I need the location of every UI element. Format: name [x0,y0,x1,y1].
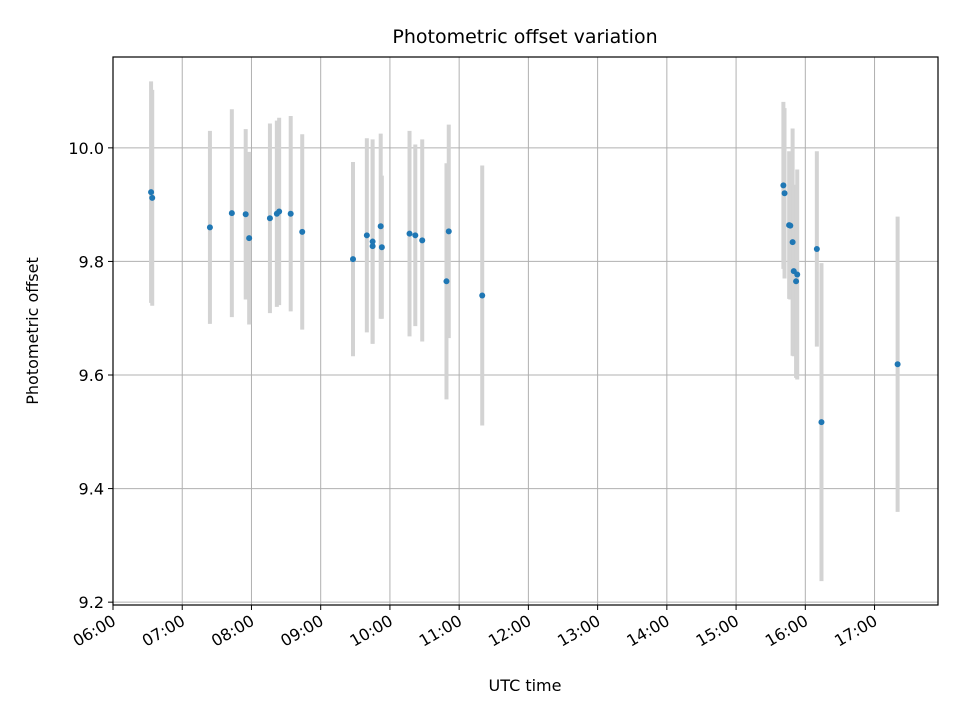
y-tick-label: 9.4 [79,480,104,499]
data-point [149,194,156,201]
chart-title: Photometric offset variation [392,26,657,48]
data-point [818,419,825,426]
y-tick-label: 9.8 [79,252,104,271]
data-point [780,182,787,189]
data-point [276,208,283,215]
data-point [228,210,235,217]
data-point [246,235,253,242]
plot-frame [112,56,939,606]
data-point [789,239,796,246]
data-points [148,182,901,426]
data-point [794,271,801,278]
data-point [787,222,794,229]
data-point [793,278,800,285]
data-point [369,238,376,245]
data-point [781,190,788,197]
y-axis-ticks: 9.2 9.4 9.6 9.8 10.0 [68,139,113,612]
data-point [419,237,426,244]
data-point [299,228,306,235]
data-point [813,245,820,252]
data-point [363,232,370,239]
data-point [287,210,294,217]
data-point [445,228,452,235]
data-point [148,189,155,196]
data-point [206,224,213,231]
data-point [412,232,419,239]
grid-lines [112,57,938,605]
data-point [377,223,384,230]
data-point [369,243,376,250]
x-axis-label: UTC time [489,676,562,695]
y-tick-label: 10.0 [68,139,104,158]
y-tick-label: 9.6 [79,366,104,385]
data-point [894,361,901,368]
data-point [479,292,486,299]
data-point [350,256,356,263]
y-axis-label: Photometric offset [23,257,42,405]
data-point [378,244,385,251]
data-point [242,211,249,218]
data-point [266,215,273,222]
data-point [406,230,413,237]
data-point [443,278,450,285]
y-tick-label: 9.2 [79,593,104,612]
